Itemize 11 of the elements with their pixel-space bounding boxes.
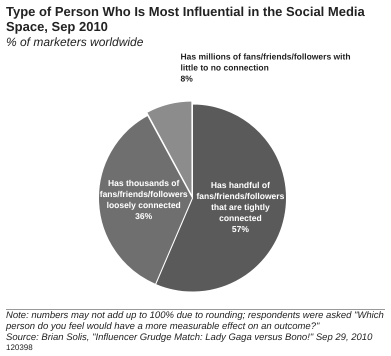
source-note: Source: Brian Solis, "Influencer Grudge Match: Lady Gaga versus Bono!" Sep 29, 2010	[6, 332, 374, 343]
text: 120398	[6, 343, 33, 352]
slice-label: Has thousands of fans/friends/followers loosely connected	[100, 178, 188, 210]
data-label: 36%	[135, 211, 153, 222]
slice-label: Has millions of fans/friends/followers with little to no connection	[180, 51, 351, 72]
chart-subtitle: % of marketers worldwide	[6, 35, 144, 49]
text: Note: numbers may not add up to 100% due to rounding; respondents were asked "Which person do you feel would have a more measurable effect on an outcome?"	[6, 310, 385, 332]
slice-label: Has handful of fans/friends/followers that are tightly connected	[196, 180, 285, 224]
chart-title: Type of Person Who Is Most Influential in the Social Media Space, Sep 2010	[6, 4, 366, 34]
data-label: 8%	[180, 73, 194, 84]
data-label: 57%	[232, 224, 250, 234]
